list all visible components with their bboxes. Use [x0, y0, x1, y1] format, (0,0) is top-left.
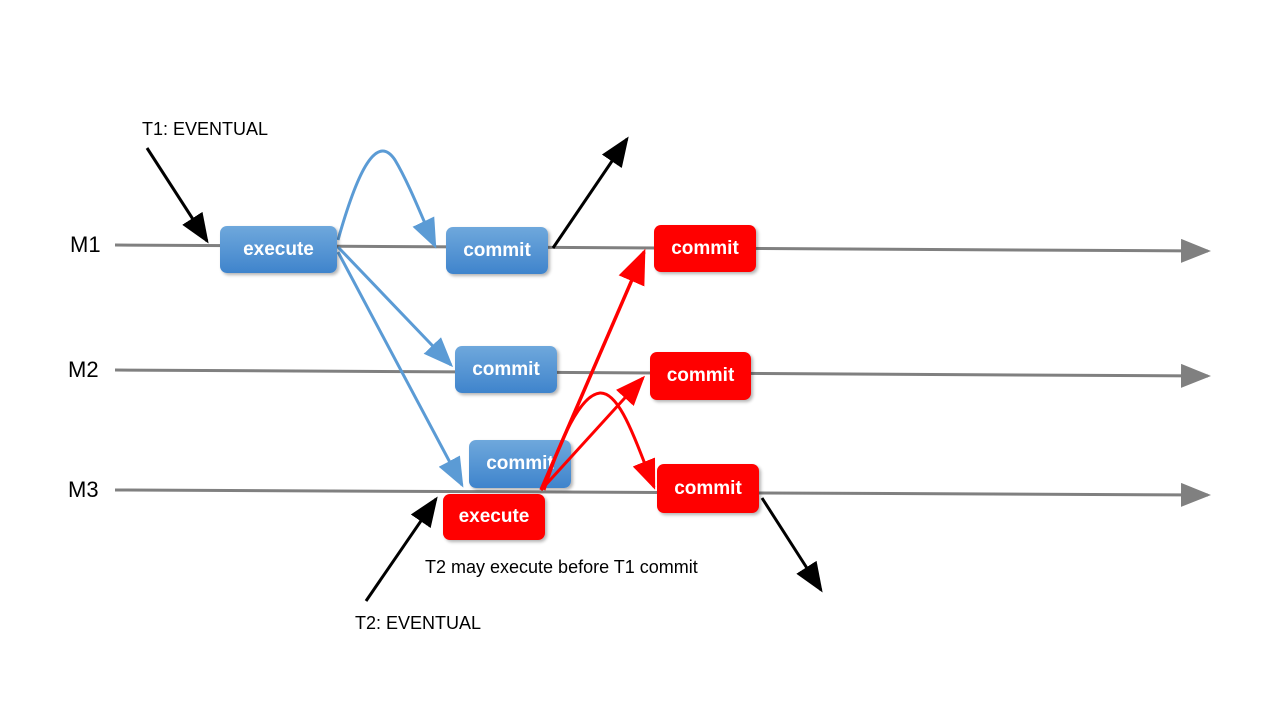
t1-to-m2-arrow — [336, 245, 454, 368]
t2-execute-box: execute — [443, 494, 545, 540]
t1-to-m3-arrow — [336, 251, 464, 488]
t1-commit-m1-box: commit — [446, 227, 548, 274]
t2-label: T2: EVENTUAL — [355, 613, 482, 633]
machine-label-m2: M2 — [68, 357, 99, 382]
t2-commit-m3-box: commit — [657, 464, 759, 513]
machine-label-m3: M3 — [68, 477, 99, 502]
t1-commit-m2-box: commit — [455, 346, 557, 393]
t1-execute-box: execute — [220, 226, 337, 273]
t2-response-arrow — [760, 497, 823, 593]
t1-label: T1: EVENTUAL — [142, 119, 269, 139]
t2-commit-m1-box: commit — [654, 225, 756, 272]
t1-arrival-arrow — [145, 147, 209, 244]
machine-label-m1: M1 — [70, 232, 101, 257]
t1-commit-m3-box: commit — [469, 440, 571, 488]
t1-response-arrow — [551, 136, 629, 249]
t2-commit-m2-box: commit — [650, 352, 751, 400]
t1-local-commit-arrow — [336, 149, 437, 249]
note-label: T2 may execute before T1 commit — [425, 557, 698, 577]
t2-arrival-arrow — [364, 496, 438, 602]
